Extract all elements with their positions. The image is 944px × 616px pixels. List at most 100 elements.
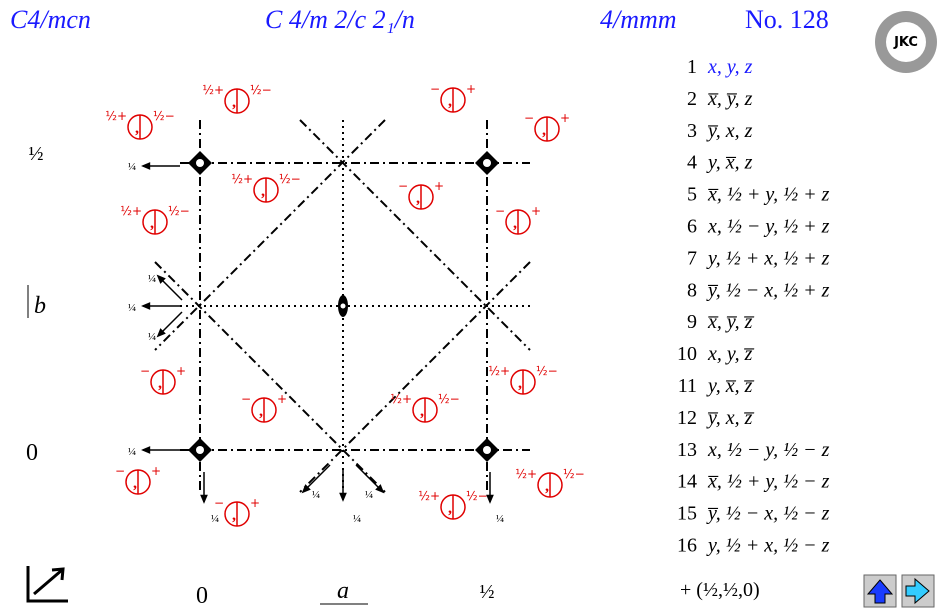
quarter-label: ¼ [128,446,136,458]
quarter-label: ¼ [128,302,136,314]
logo: JKC [875,11,937,73]
position-number: 12 [677,407,697,429]
quarter-label: ¼ [496,513,504,525]
left-height: − [430,82,440,96]
left-height: − [495,204,505,218]
left-height: ½+ [202,83,224,97]
group-symbol: C4/mcn [10,5,91,34]
comma-mark: , [420,403,424,420]
comma-mark: , [232,507,236,524]
next-button[interactable] [901,574,935,608]
quarter-label: ¼ [353,513,361,525]
right-height: + [434,179,444,193]
comma-mark: , [158,375,162,392]
x-half: ½ [480,581,495,603]
right-height: ½− [279,172,301,186]
quarter-label: ¼ [365,489,373,501]
position-coords: y̅, ½ − x, ½ − z [706,503,830,525]
position-coords: x̅, y̅, z̅ [707,311,755,333]
position-coords: y, ½ + x, ½ − z [706,535,830,557]
position-coords: x̅, ½ + y, ½ + z [707,184,830,206]
logo-text: JKC [893,35,918,50]
arrows: ¼¼¼¼¼¼¼¼¼¼¼¼ [128,161,504,525]
comma-mark: , [416,190,420,207]
position-coords: y̅, ½ − x, ½ + z [706,279,830,301]
left-height: − [115,464,125,478]
position-number: 5 [687,184,697,206]
position-number: 7 [687,247,697,269]
right-height: + [560,111,570,125]
position-number: 4 [687,152,697,174]
comma-mark: , [518,375,522,392]
arrow-head [375,484,385,494]
position-number: 15 [677,503,697,525]
comma-mark: , [232,94,236,111]
arrow-head [141,162,151,170]
position-coords: x̅, y̅, z [707,88,753,110]
arrow-head [200,494,208,504]
position-number: 1 [687,56,697,78]
right-height: + [531,204,541,218]
left-height: − [241,392,251,406]
comma-mark: , [542,122,546,139]
prev-button[interactable] [863,574,897,608]
position-number: 14 [677,471,697,493]
position-coords: x, ½ − y, ½ + z [707,216,830,238]
left-height: ½+ [390,392,412,406]
arrow-head [141,446,151,454]
right-height: ½− [563,467,585,481]
right-height: + [277,392,287,406]
comma-mark: , [259,403,263,420]
arrow-head [339,492,347,502]
position-number: 16 [677,535,697,557]
comma-mark: , [448,93,452,110]
position-number: 3 [687,120,697,142]
comma-mark: , [133,475,137,492]
arrow-head [301,484,311,494]
position-coords: y, x̅, z [706,152,753,174]
axes-icon [26,566,68,603]
comma-mark: , [448,500,452,517]
left-height: ½+ [418,489,440,503]
y-zero: 0 [26,440,38,466]
comma-mark: , [513,215,517,232]
position-coords: y̅, x, z̅ [706,407,755,429]
right-height: ½− [536,364,558,378]
right-height: ½− [153,109,175,123]
position-number: 10 [677,343,697,365]
right-height: ½− [250,83,272,97]
left-height: − [140,364,150,378]
comma-mark: , [545,478,549,495]
right-height: + [151,464,161,478]
right-height: + [176,364,186,378]
position-number: 2 [687,88,697,110]
arrow-head [156,274,166,284]
right-height: ½− [438,392,460,406]
left-height: ½+ [120,204,142,218]
arrow-head [486,494,494,504]
quarter-label: ¼ [148,331,156,343]
quarter-label: ¼ [128,161,136,173]
position-number: 13 [677,439,697,461]
position-coords: x, y, z [707,56,753,78]
position-coords: x, ½ − y, ½ − z [707,439,830,461]
left-height: − [214,496,224,510]
right-height: + [250,496,260,510]
b-label: b [34,293,46,319]
position-number: 9 [687,311,697,333]
group-number: No. 128 [745,5,829,34]
position-coords: y, ½ + x, ½ + z [706,247,830,269]
position-list: 1 x, y, z 2 x̅, y̅, z 3 y̅, x, z 4 y, x̅, z 5 x̅,… [677,56,830,557]
y-half: ½ [29,143,44,165]
quarter-label: ¼ [211,513,219,525]
position-number: 11 [678,375,697,397]
position-coords: x, y, z̅ [707,343,755,365]
left-height: ½+ [515,467,537,481]
full-symbol: C 4/m 2/c 2₁/n [265,5,415,34]
position-coords: y̅, x, z [706,120,753,142]
a-label: a [337,578,349,604]
comma-mark: , [150,215,154,232]
x-zero: 0 [196,583,208,609]
quarter-label: ¼ [148,273,156,285]
